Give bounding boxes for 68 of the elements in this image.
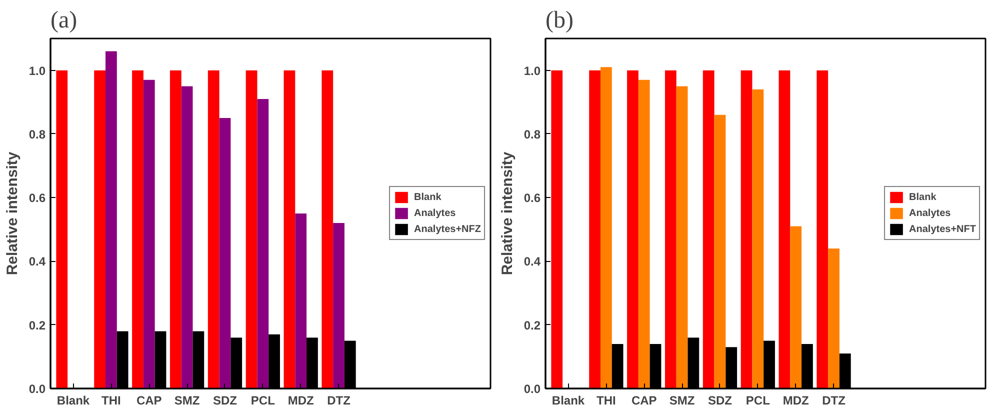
bar <box>246 70 258 388</box>
bar <box>208 70 220 388</box>
x-tick-label: DTZ <box>822 394 846 408</box>
x-tick-label: SMZ <box>174 394 200 408</box>
x-tick-label: CAP <box>136 394 162 408</box>
x-tick-label: SDZ <box>212 394 237 408</box>
chart-title: (a) <box>50 8 78 34</box>
x-tick-label: SMZ <box>669 394 695 408</box>
y-tick-label: 0.6 <box>524 191 541 206</box>
bar <box>790 226 802 388</box>
x-tick-label: THI <box>596 394 616 408</box>
legend-label: Analytes+NFZ <box>414 222 481 236</box>
bar <box>816 70 828 388</box>
bar <box>714 114 726 388</box>
bar <box>333 223 344 388</box>
bar <box>676 86 688 388</box>
chart-title: (b) <box>546 8 574 34</box>
y-tick-label: 0.6 <box>28 191 46 206</box>
legend-label: Analytes <box>414 206 456 220</box>
bar <box>664 70 676 388</box>
x-tick-label: DTZ <box>327 394 350 408</box>
bar <box>170 70 182 388</box>
x-tick-label: PCL <box>746 394 770 408</box>
y-tick-label: 0.4 <box>28 254 46 269</box>
bar <box>551 70 563 388</box>
bar <box>600 67 612 388</box>
legend-label: Blank <box>909 190 936 204</box>
bar <box>627 70 638 388</box>
bar <box>778 70 790 388</box>
bar <box>702 70 714 388</box>
bar <box>284 70 296 388</box>
x-tick-label: CAP <box>631 394 657 408</box>
bar <box>295 214 307 388</box>
y-tick-label: 0.2 <box>524 318 541 332</box>
y-tick-label: 0.4 <box>524 254 541 269</box>
bar <box>322 70 334 388</box>
x-tick-label: Blank <box>56 394 90 408</box>
x-tick-label: MDZ <box>782 394 809 408</box>
x-tick-label: SDZ <box>708 394 732 408</box>
bar <box>219 118 231 388</box>
y-tick-label: 0.0 <box>524 382 541 396</box>
y-axis-title: Relative intensity <box>4 151 21 276</box>
bar <box>638 80 650 388</box>
x-tick-label: Blank <box>552 394 585 408</box>
legend-label: Analytes <box>909 206 951 220</box>
bar <box>132 70 144 388</box>
y-tick-label: 0.8 <box>28 127 46 142</box>
bar <box>589 70 600 388</box>
y-tick-label: 0.8 <box>524 127 541 142</box>
y-tick-label: 0.2 <box>28 318 46 332</box>
legend-label: Blank <box>414 190 442 204</box>
bar <box>257 98 269 388</box>
x-tick-label: THI <box>102 394 121 408</box>
bar <box>106 51 117 388</box>
bar <box>752 89 764 388</box>
bar <box>143 80 155 388</box>
bar <box>94 70 106 388</box>
y-tick-label: 0.0 <box>28 382 46 396</box>
bar <box>740 70 752 388</box>
bar <box>181 86 193 388</box>
x-tick-label: MDZ <box>288 394 314 408</box>
x-tick-label: PCL <box>250 394 275 408</box>
bar <box>56 70 68 388</box>
legend-label: Analytes+NFT <box>909 222 976 236</box>
y-tick-label: 1.0 <box>524 64 541 78</box>
y-axis-title: Relative intensity <box>498 151 516 276</box>
y-tick-label: 1.0 <box>28 64 46 78</box>
bar <box>828 248 840 388</box>
